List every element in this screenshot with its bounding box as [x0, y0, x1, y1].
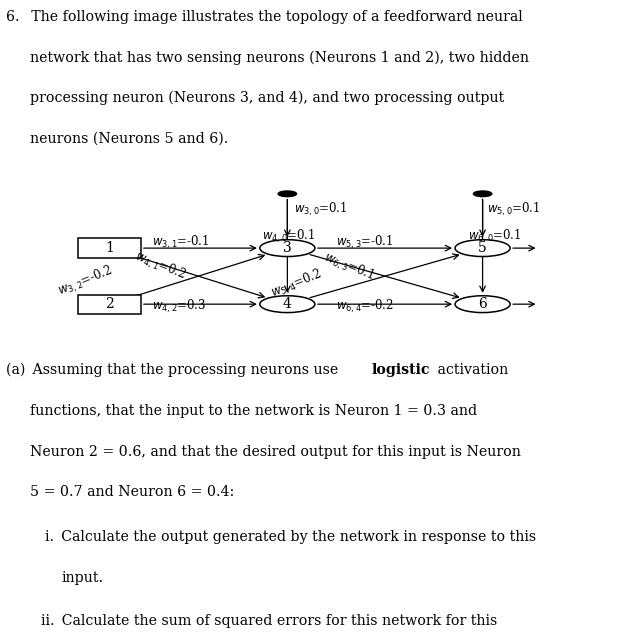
Text: $w_{5,3}$=-0.1: $w_{5,3}$=-0.1	[336, 233, 394, 251]
Text: ii. Calculate the sum of squared errors for this network for this: ii. Calculate the sum of squared errors …	[41, 614, 497, 628]
Text: input.: input.	[62, 571, 104, 585]
Text: $w_{5,0}$=0.1: $w_{5,0}$=0.1	[487, 201, 541, 218]
Text: functions, that the input to the network is Neuron 1 = 0.3 and: functions, that the input to the network…	[30, 404, 478, 418]
FancyBboxPatch shape	[78, 294, 141, 314]
Text: 4: 4	[283, 297, 292, 311]
Text: (a) Assuming that the processing neurons use: (a) Assuming that the processing neurons…	[6, 363, 343, 378]
Ellipse shape	[278, 191, 297, 197]
Text: $w_{4,0}$=0.1: $w_{4,0}$=0.1	[261, 227, 315, 245]
Text: 2: 2	[105, 297, 114, 311]
Text: logistic: logistic	[371, 363, 430, 377]
Text: processing neuron (Neurons 3, and 4), and two processing output: processing neuron (Neurons 3, and 4), an…	[30, 91, 505, 106]
Ellipse shape	[473, 191, 492, 197]
Text: 6.  The following image illustrates the topology of a feedforward neural: 6. The following image illustrates the t…	[6, 10, 523, 24]
Text: $w_{3,2}$=-0.2: $w_{3,2}$=-0.2	[56, 262, 115, 299]
Text: $w_{3,1}$=-0.1: $w_{3,1}$=-0.1	[153, 233, 210, 251]
Ellipse shape	[260, 296, 315, 313]
FancyBboxPatch shape	[78, 238, 141, 258]
Text: $w_{3,0}$=0.1: $w_{3,0}$=0.1	[294, 201, 348, 218]
Text: $w_{4,1}$=0.2: $w_{4,1}$=0.2	[132, 248, 188, 284]
Text: $w_{5,4}$=0.2: $w_{5,4}$=0.2	[269, 266, 325, 302]
Ellipse shape	[260, 240, 315, 257]
Text: i. Calculate the output generated by the network in response to this: i. Calculate the output generated by the…	[45, 530, 536, 544]
Text: 6: 6	[478, 297, 487, 311]
Text: Neuron 2 = 0.6, and that the desired output for this input is Neuron: Neuron 2 = 0.6, and that the desired out…	[30, 445, 521, 459]
Ellipse shape	[455, 240, 510, 257]
Text: $w_{6,0}$=0.1: $w_{6,0}$=0.1	[468, 227, 522, 245]
Text: $w_{6,3}$=0.1: $w_{6,3}$=0.1	[321, 249, 377, 285]
Text: 3: 3	[283, 241, 292, 255]
Text: 5: 5	[478, 241, 487, 255]
Text: activation: activation	[433, 363, 508, 377]
Text: $w_{4,2}$=0.3: $w_{4,2}$=0.3	[153, 298, 207, 315]
Text: network that has two sensing neurons (Neurons 1 and 2), two hidden: network that has two sensing neurons (Ne…	[30, 50, 529, 65]
Text: neurons (Neurons 5 and 6).: neurons (Neurons 5 and 6).	[30, 132, 228, 146]
Text: $w_{6,4}$=-0.2: $w_{6,4}$=-0.2	[336, 298, 394, 315]
Ellipse shape	[455, 296, 510, 313]
Text: 1: 1	[105, 241, 114, 255]
Text: 5 = 0.7 and Neuron 6 = 0.4:: 5 = 0.7 and Neuron 6 = 0.4:	[30, 485, 235, 499]
